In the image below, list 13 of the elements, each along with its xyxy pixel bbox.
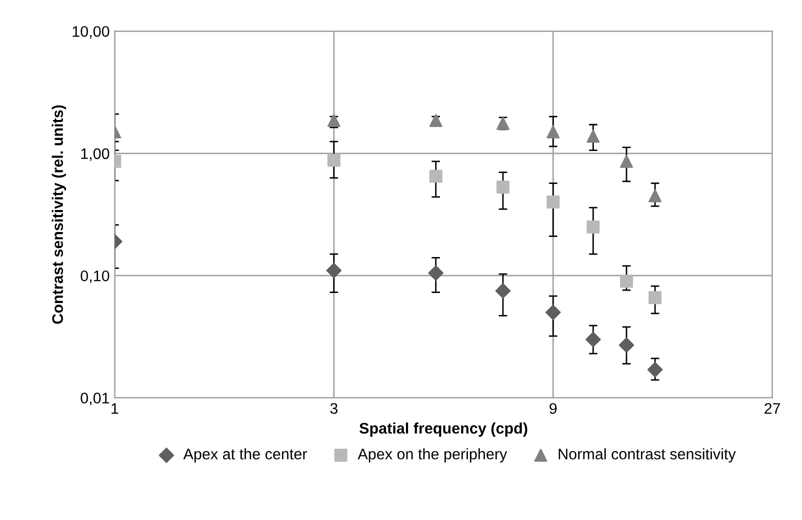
y-tick-label: 1,00: [81, 148, 110, 161]
legend-label: Apex at the center: [183, 448, 308, 462]
y-tick-label: 0,01: [80, 392, 110, 406]
x-tick-label: 3: [330, 403, 338, 414]
x-tick-label: 9: [550, 403, 557, 414]
y-tick-label: 10,00: [72, 26, 110, 39]
y-tick-label: 0,10: [80, 270, 110, 284]
x-tick-label: 27: [764, 403, 780, 414]
y-axis-title: Contrast sensitivity (rel. units): [52, 105, 66, 324]
x-axis-title: Spatial frequency (cpd): [359, 422, 528, 437]
x-tick-label: 1: [112, 403, 118, 414]
legend-label: Apex on the periphery: [358, 448, 508, 462]
legend-label: Normal contrast sensitivity: [558, 448, 736, 462]
